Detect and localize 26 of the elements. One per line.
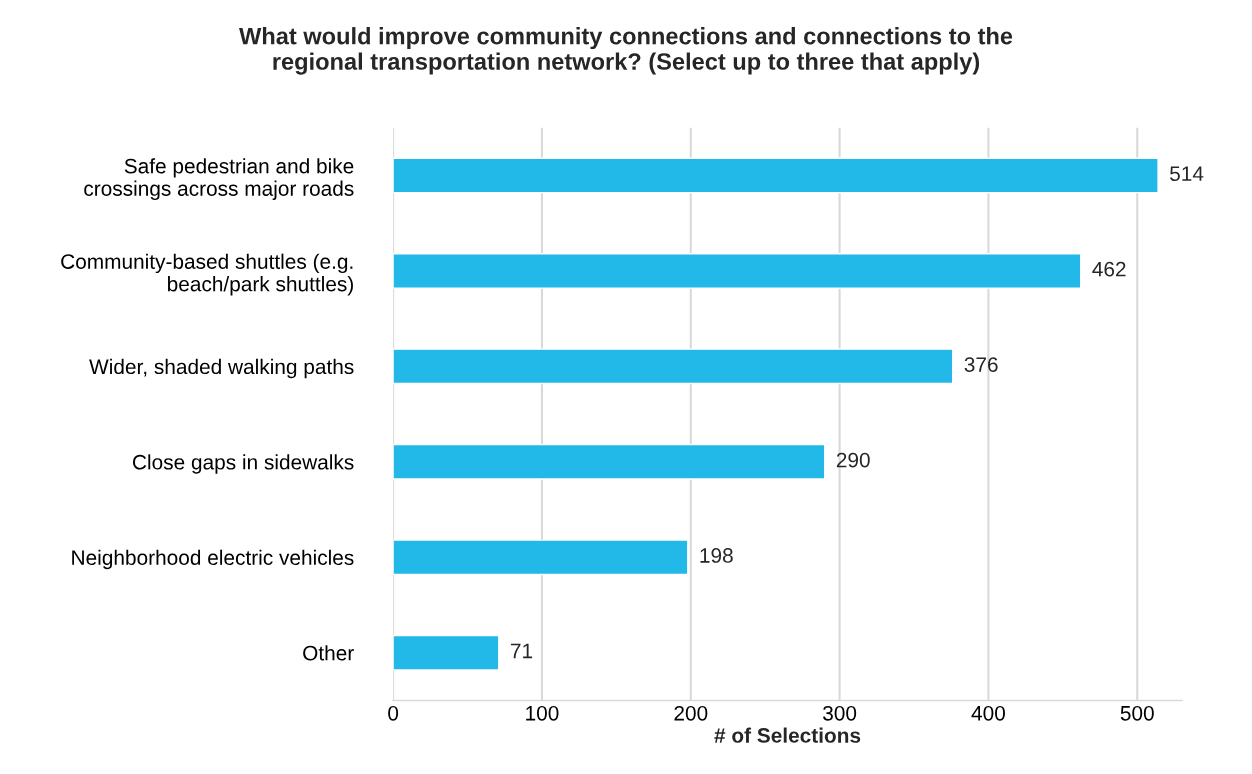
x-tick-label: 300 bbox=[823, 705, 857, 721]
data-label: 462 bbox=[1092, 261, 1126, 277]
bar bbox=[393, 443, 826, 480]
data-label: 376 bbox=[964, 357, 998, 372]
data-label: 71 bbox=[510, 643, 533, 659]
data-label: 514 bbox=[1170, 166, 1204, 182]
bar bbox=[393, 157, 1159, 194]
y-tick-label: Other bbox=[303, 645, 354, 661]
y-tick-label: Wider, shaded walking paths bbox=[89, 358, 354, 379]
y-tick-label: Close gaps in sidewalks bbox=[132, 454, 354, 474]
x-axis-title: # of Selections bbox=[714, 727, 861, 743]
y-tick-label: Neighborhood electric vehicles bbox=[72, 549, 354, 570]
y-tick-label: Community-based shuttles (e.g. beach/park shuttles) bbox=[61, 253, 353, 296]
data-label: 290 bbox=[836, 452, 870, 468]
bar bbox=[393, 253, 1082, 289]
x-tick-label: 100 bbox=[526, 705, 559, 721]
bar bbox=[393, 539, 689, 576]
y-tick-label: Safe pedestrian and bike crossings across major roads bbox=[84, 158, 354, 201]
x-tick-label: 200 bbox=[674, 705, 708, 721]
x-tick-label: 400 bbox=[971, 705, 1005, 721]
bar bbox=[393, 348, 954, 385]
x-tick-label: 0 bbox=[388, 705, 399, 721]
bar bbox=[393, 634, 500, 671]
chart-title: What would improve community connections and connections to the regional transportation network? (Select up to three that apply) bbox=[239, 27, 1013, 75]
x-tick-label: 500 bbox=[1120, 705, 1154, 721]
data-label: 198 bbox=[700, 548, 733, 563]
